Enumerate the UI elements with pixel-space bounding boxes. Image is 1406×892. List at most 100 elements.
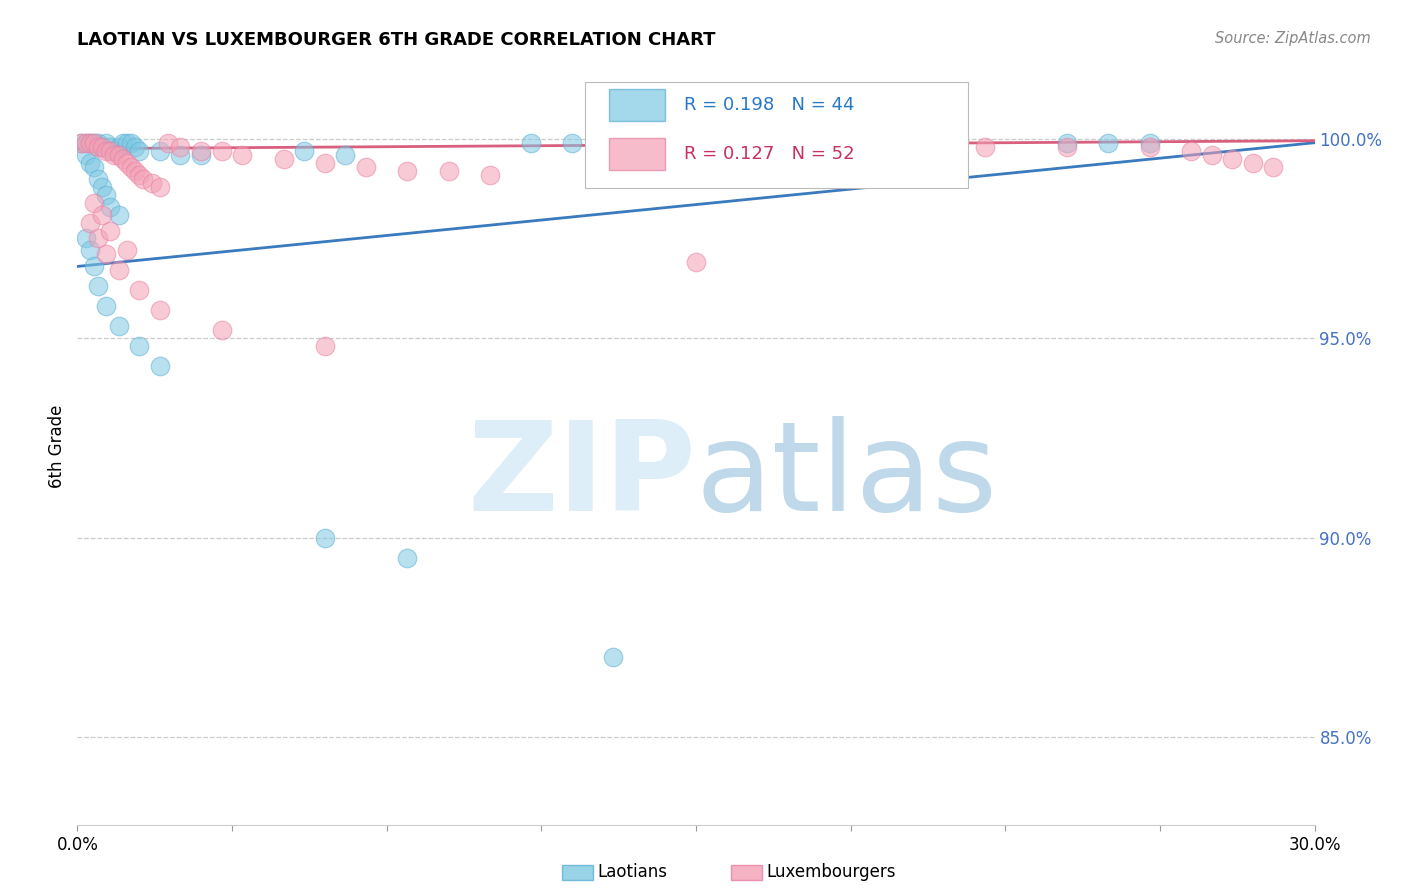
Text: Luxembourgers: Luxembourgers <box>766 863 896 881</box>
Point <box>314 531 336 545</box>
Point <box>124 139 146 153</box>
Point <box>103 144 125 158</box>
Point <box>83 260 105 274</box>
Point <box>91 179 114 194</box>
Point <box>87 171 110 186</box>
Point <box>75 136 97 150</box>
FancyBboxPatch shape <box>609 138 665 170</box>
Point <box>87 279 110 293</box>
Point <box>1241 155 1264 169</box>
Point <box>75 147 97 161</box>
Point <box>1139 139 1161 153</box>
Point <box>685 255 707 269</box>
Text: ZIP: ZIP <box>467 416 696 537</box>
Point <box>561 136 583 150</box>
Point <box>79 155 101 169</box>
Point <box>725 136 748 150</box>
Point <box>87 136 110 150</box>
Point <box>91 139 114 153</box>
Text: R = 0.127   N = 52: R = 0.127 N = 52 <box>683 145 855 163</box>
Point <box>107 319 129 334</box>
Point <box>107 139 129 153</box>
Text: Laotians: Laotians <box>598 863 668 881</box>
Point <box>70 136 93 150</box>
Point <box>1056 136 1078 150</box>
Point <box>437 163 460 178</box>
FancyBboxPatch shape <box>609 89 665 120</box>
Point <box>1263 160 1285 174</box>
Point <box>1180 144 1202 158</box>
Point <box>292 144 315 158</box>
Point <box>128 144 150 158</box>
Point <box>211 323 233 337</box>
Point <box>96 299 118 313</box>
Point <box>520 136 543 150</box>
Point <box>96 187 118 202</box>
Point <box>124 163 146 178</box>
FancyBboxPatch shape <box>585 82 969 188</box>
Point <box>314 155 336 169</box>
Point <box>107 208 129 222</box>
Point <box>132 171 155 186</box>
Point <box>70 136 93 150</box>
Text: R = 0.198   N = 44: R = 0.198 N = 44 <box>683 95 853 114</box>
Point <box>128 339 150 353</box>
Point <box>169 139 191 153</box>
Point <box>79 136 101 150</box>
Point <box>111 152 134 166</box>
Point <box>83 195 105 210</box>
Point <box>128 168 150 182</box>
Point <box>335 147 357 161</box>
Point <box>98 200 121 214</box>
Point <box>1056 139 1078 153</box>
Point <box>79 244 101 258</box>
Point <box>91 208 114 222</box>
Point <box>157 136 180 150</box>
Point <box>396 550 419 565</box>
Point <box>314 339 336 353</box>
Point <box>115 244 138 258</box>
Point <box>602 650 624 665</box>
Point <box>273 152 295 166</box>
Y-axis label: 6th Grade: 6th Grade <box>48 404 66 488</box>
Point <box>120 136 142 150</box>
Point <box>79 136 101 150</box>
Point <box>87 139 110 153</box>
Point <box>98 139 121 153</box>
Point <box>190 147 212 161</box>
Point <box>96 247 118 261</box>
Point <box>149 359 172 374</box>
Point <box>111 136 134 150</box>
Point <box>1139 136 1161 150</box>
Point <box>98 144 121 158</box>
Point <box>1097 136 1119 150</box>
Point <box>107 147 129 161</box>
Point <box>115 136 138 150</box>
Point <box>120 160 142 174</box>
Point <box>190 144 212 158</box>
Point <box>478 168 501 182</box>
Point <box>149 179 172 194</box>
Point <box>79 215 101 229</box>
Text: Source: ZipAtlas.com: Source: ZipAtlas.com <box>1215 31 1371 46</box>
Point <box>75 136 97 150</box>
Point <box>91 139 114 153</box>
Point <box>1201 147 1223 161</box>
Point <box>83 136 105 150</box>
Text: atlas: atlas <box>696 416 998 537</box>
Point <box>103 147 125 161</box>
Point <box>87 231 110 245</box>
Point <box>141 176 163 190</box>
Point <box>354 160 377 174</box>
Point <box>115 155 138 169</box>
Point <box>973 139 995 153</box>
Point <box>231 147 253 161</box>
Point <box>107 263 129 277</box>
Point <box>211 144 233 158</box>
Point <box>149 303 172 318</box>
Point <box>96 144 118 158</box>
Text: LAOTIAN VS LUXEMBOURGER 6TH GRADE CORRELATION CHART: LAOTIAN VS LUXEMBOURGER 6TH GRADE CORREL… <box>77 31 716 49</box>
Point <box>83 160 105 174</box>
Point <box>128 284 150 298</box>
Point <box>149 144 172 158</box>
